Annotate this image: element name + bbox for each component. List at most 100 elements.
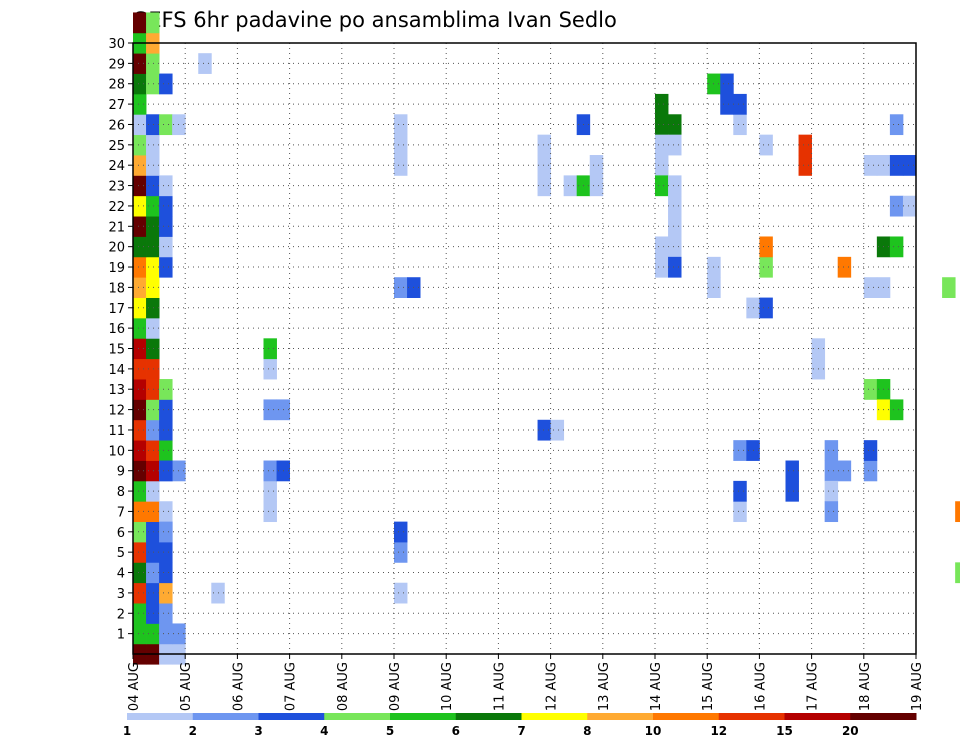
heatmap-cell <box>159 501 173 523</box>
heatmap-cell <box>824 480 839 502</box>
heatmap-cell <box>146 114 160 136</box>
heatmap-cell <box>133 582 147 604</box>
heatmap-cell <box>146 73 160 95</box>
heatmap-cell <box>146 175 160 197</box>
heatmap-cell <box>668 216 682 237</box>
heatmap-cell <box>668 114 682 136</box>
heatmap-cell <box>146 236 160 258</box>
x-tick-label: 14 AUG <box>649 662 664 711</box>
legend-label: 6 <box>452 724 460 738</box>
heatmap-cell <box>146 460 160 482</box>
legend-label: 8 <box>583 724 591 738</box>
y-tick-label: 17 <box>108 302 125 317</box>
y-tick-label: 15 <box>108 343 125 358</box>
heatmap-cell <box>146 358 160 380</box>
heatmap-cell <box>146 603 160 624</box>
y-tick-label: 29 <box>108 57 125 72</box>
y-tick-label: 23 <box>108 180 125 195</box>
y-tick-label: 10 <box>108 444 125 459</box>
y-tick-label: 5 <box>117 546 125 561</box>
heatmap-cell <box>146 53 160 74</box>
heatmap-cell <box>146 582 160 604</box>
heatmap-cell <box>159 236 173 258</box>
heatmap-cell <box>942 277 956 298</box>
y-tick-label: 27 <box>108 98 125 113</box>
heatmap-cell <box>955 501 960 523</box>
heatmap-cell <box>146 541 160 563</box>
heatmap-cell <box>394 155 408 176</box>
heatmap-cell <box>785 480 799 502</box>
heatmap-cell <box>133 93 147 115</box>
heatmap-cell <box>720 73 734 95</box>
heatmap-cell <box>133 541 147 563</box>
y-tick-label: 21 <box>108 220 125 235</box>
heatmap-cell <box>798 134 812 156</box>
y-tick-label: 8 <box>117 485 125 500</box>
heatmap-cell <box>159 73 173 95</box>
heatmap-cell <box>589 175 604 197</box>
heatmap-cell <box>537 134 551 156</box>
x-tick-label: 09 AUG <box>388 662 403 711</box>
heatmap-cell <box>159 603 173 624</box>
heatmap-cell <box>146 480 160 502</box>
heatmap-cell <box>889 236 904 258</box>
x-tick-label: 16 AUG <box>753 662 768 711</box>
heatmap-cell <box>133 134 147 156</box>
legend-label: 2 <box>189 724 197 738</box>
heatmap-cell <box>146 134 160 156</box>
y-tick-label: 1 <box>117 628 125 643</box>
x-tick-label: 18 AUG <box>858 662 873 711</box>
legend-swatch <box>718 713 785 720</box>
legend-label: 10 <box>645 724 662 738</box>
x-tick-label: 11 AUG <box>492 662 507 711</box>
heatmap-cell <box>133 114 147 136</box>
heatmap-cell <box>263 358 277 380</box>
heatmap-cell <box>655 93 669 115</box>
heatmap-cell <box>133 603 147 624</box>
legend-swatch <box>390 713 457 720</box>
heatmap-cell <box>159 216 173 237</box>
heatmap-cell <box>133 562 147 584</box>
heatmap-cell <box>759 297 773 319</box>
heatmap-cell <box>263 460 277 482</box>
legend-swatch <box>324 713 391 720</box>
x-tick-label: 10 AUG <box>440 662 455 711</box>
heatmap-cell <box>159 623 173 645</box>
heatmap-cell <box>159 399 173 421</box>
heatmap-cell <box>146 155 160 176</box>
heatmap-cell <box>146 12 160 34</box>
y-tick-label: 13 <box>108 383 125 398</box>
heatmap-cell <box>159 582 173 604</box>
heatmap-cell <box>263 501 277 523</box>
y-tick-label: 9 <box>117 465 125 480</box>
heatmap-cell <box>133 195 147 217</box>
heatmap-cell <box>394 582 408 604</box>
heatmap-cell <box>733 93 747 115</box>
heatmap-cell <box>133 53 147 74</box>
y-tick-label: 3 <box>117 587 125 602</box>
y-tick-label: 26 <box>108 118 125 133</box>
legend-swatch <box>192 713 259 720</box>
heatmap-cell <box>889 399 904 421</box>
heatmap-cell <box>889 195 904 217</box>
heatmap-cell <box>263 480 277 502</box>
heatmap-cell <box>394 134 408 156</box>
heatmap-cell <box>133 175 147 197</box>
x-tick-label: 08 AUG <box>336 662 351 711</box>
y-tick-label: 22 <box>108 200 125 215</box>
x-tick-label: 15 AUG <box>701 662 716 711</box>
heatmap-cell <box>159 379 173 400</box>
x-axis-ticks: 04 AUG 05 AUG 06 AUG 07 AUG 08 AUG 09 AUG 10 A… <box>127 654 925 711</box>
y-axis-ticks: 1234567891011121314151617181920212223242… <box>108 37 133 643</box>
heatmap-cell <box>146 256 160 278</box>
heatmap-cell <box>159 256 173 278</box>
legend-label: 4 <box>320 724 328 738</box>
heatmap-cell <box>655 256 669 278</box>
heatmap-cell <box>133 399 147 421</box>
heatmap-cell <box>537 155 551 176</box>
y-tick-label: 7 <box>117 505 125 520</box>
heatmap-cell <box>133 12 147 34</box>
heatmap-cell <box>668 195 682 217</box>
heatmap-cell <box>133 521 147 543</box>
heatmap-cell <box>889 114 904 136</box>
